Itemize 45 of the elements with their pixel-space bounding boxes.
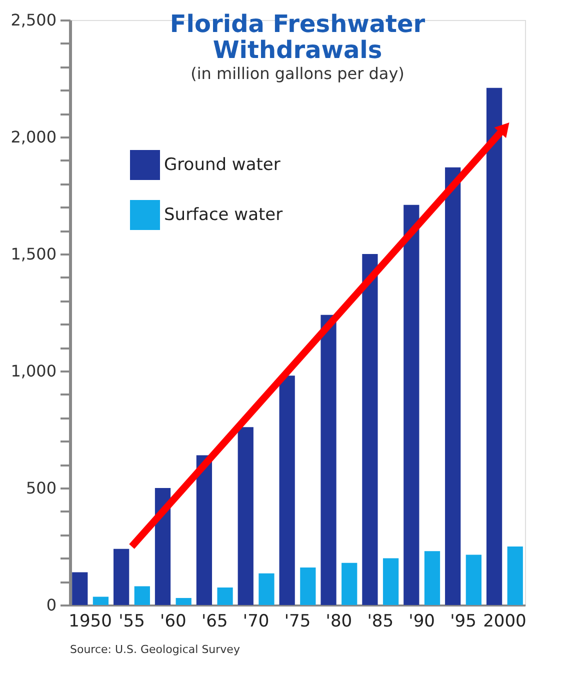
bar bbox=[404, 204, 420, 605]
x-tick-label: '95 bbox=[450, 612, 476, 632]
bar bbox=[362, 254, 378, 605]
x-tick-label: '60 bbox=[160, 612, 186, 632]
x-tick-label: 2000 bbox=[483, 612, 526, 632]
text: Withdrawals bbox=[212, 36, 382, 64]
bar bbox=[92, 596, 109, 605]
bar bbox=[217, 587, 233, 605]
bar bbox=[382, 558, 399, 605]
x-tick-label: '85 bbox=[367, 612, 394, 632]
bar bbox=[258, 573, 274, 605]
x-tick-label: '75 bbox=[284, 612, 311, 632]
bar bbox=[196, 455, 212, 605]
bar bbox=[445, 167, 461, 605]
bar bbox=[466, 554, 482, 605]
bar bbox=[507, 546, 523, 605]
x-tick-label: 1950 bbox=[68, 612, 112, 632]
y-tick-label: 2,000 bbox=[10, 128, 56, 146]
bar bbox=[134, 586, 150, 605]
bar bbox=[320, 314, 336, 605]
legend-label: Surface water bbox=[164, 205, 283, 225]
y-tick-label: 500 bbox=[26, 478, 56, 498]
x-tick-label: '80 bbox=[326, 612, 352, 632]
y-tick-label: 2,500 bbox=[10, 10, 56, 30]
bar bbox=[424, 551, 440, 605]
bar bbox=[342, 562, 358, 605]
y-tick-label: 0 bbox=[46, 596, 56, 614]
legend-label: Ground water bbox=[164, 155, 280, 175]
source-note: Source: U.S. Geological Survey bbox=[70, 643, 240, 656]
y-tick-label: 1,000 bbox=[10, 362, 56, 380]
bar bbox=[154, 488, 171, 605]
x-tick-label: '55 bbox=[118, 612, 145, 632]
x-tick-label: '65 bbox=[201, 612, 228, 632]
x-tick-label: '90 bbox=[408, 612, 435, 632]
bar bbox=[114, 548, 130, 605]
text: Florida Freshwater bbox=[170, 10, 426, 38]
y-tick-label: 1,500 bbox=[10, 244, 56, 264]
bar bbox=[72, 572, 88, 605]
text: (in million gallons per day) bbox=[190, 64, 404, 83]
bar bbox=[238, 427, 254, 605]
bar bbox=[300, 568, 316, 605]
bar bbox=[486, 88, 502, 605]
x-tick-label: '70 bbox=[242, 612, 270, 632]
bar bbox=[279, 376, 295, 605]
bar bbox=[176, 598, 192, 605]
